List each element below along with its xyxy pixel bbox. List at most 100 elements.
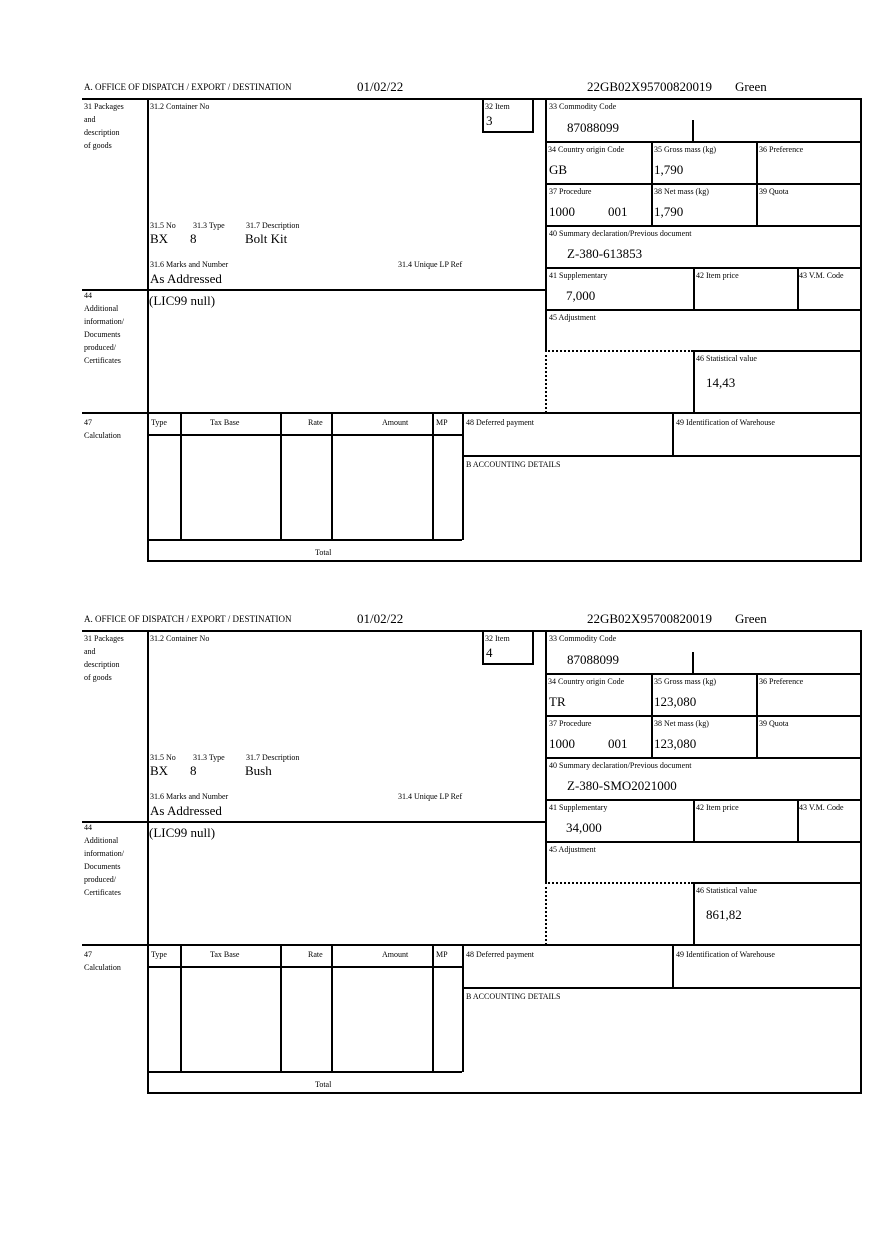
form-rule (545, 715, 862, 717)
form-rule (693, 350, 695, 413)
form-rule (82, 289, 545, 291)
additional-info-label-line: 44 (84, 291, 92, 300)
form-rule (545, 799, 862, 801)
form-rule (545, 757, 862, 759)
no-value: BX (150, 763, 169, 778)
form-rule (756, 673, 758, 757)
form-rule (545, 141, 862, 143)
form-rule (82, 412, 862, 414)
form-rule (147, 560, 862, 562)
form-rule (462, 455, 862, 457)
packages-label-line: and (84, 647, 96, 656)
form-rule (756, 141, 758, 225)
type-value: 8 (190, 763, 197, 778)
form-rule (432, 413, 434, 540)
form-rule (147, 434, 462, 436)
warehouse-label: 49 Identification of Warehouse (676, 950, 775, 959)
form-rule (331, 413, 333, 540)
form-rule (692, 120, 694, 141)
description-value: Bolt Kit (245, 231, 288, 246)
marks-value: As Addressed (150, 803, 222, 818)
calc-col-type: Type (151, 418, 167, 427)
form-rule (482, 663, 534, 665)
form-rule (482, 632, 484, 664)
statistical-value-label: 46 Statistical value (696, 354, 757, 363)
form-rule (797, 799, 799, 841)
description-label: 31.7 Description (246, 753, 300, 762)
description-value: Bush (245, 763, 272, 778)
form-rule (693, 882, 695, 945)
packages-label-line: 31 Packages (84, 634, 124, 643)
item-price-label: 42 Item price (696, 271, 739, 280)
form-rule (82, 944, 862, 946)
route-value: Green (735, 611, 767, 626)
country-origin-value: GB (549, 162, 568, 177)
supplementary-value: 34,000 (566, 820, 602, 835)
unique-lp-label: 31.4 Unique LP Ref (398, 792, 463, 801)
form-rule (82, 98, 862, 100)
form-rule (180, 945, 182, 1072)
form-rule (672, 945, 674, 988)
preference-label: 36 Preference (759, 145, 804, 154)
calc-col-tax-base: Tax Base (210, 418, 240, 427)
vm-code-label: 43 V.M. Code (799, 803, 844, 812)
calc-col-tax-base: Tax Base (210, 950, 240, 959)
form-rule (651, 673, 653, 757)
country-origin-label: 34 Country origin Code (548, 677, 625, 686)
item-price-label: 42 Item price (696, 803, 739, 812)
commodity-code-value: 87088099 (567, 120, 619, 135)
form-rule (545, 630, 547, 882)
procedure-value: 1000 (549, 736, 575, 751)
calculation-label-line: 47 (84, 418, 92, 427)
declaration-form-item-4: A. OFFICE OF DISPATCH / EXPORT / DESTINA… (0, 612, 882, 1112)
additional-info-label-line: Certificates (84, 888, 121, 897)
form-rule (545, 309, 862, 311)
form-rule (147, 630, 149, 1093)
form-rule (482, 100, 484, 132)
dotted-rule (545, 350, 693, 352)
form-rule (331, 945, 333, 1072)
commodity-code-label: 33 Commodity Code (549, 634, 617, 643)
statistical-value-value: 861,82 (706, 907, 742, 922)
calculation-label-line: 47 (84, 950, 92, 959)
form-rule (180, 413, 182, 540)
form-rule (82, 630, 862, 632)
calc-col-type: Type (151, 950, 167, 959)
additional-info-label-line: Additional (84, 304, 119, 313)
procedure-label: 37 Procedure (549, 719, 592, 728)
additional-info-label-line: Certificates (84, 356, 121, 365)
form-rule (860, 98, 862, 561)
form-rule (672, 413, 674, 456)
container-no-label: 31.2 Container No (150, 634, 210, 643)
summary-decl-label: 40 Summary declaration/Previous document (549, 229, 692, 238)
procedure-suffix-value: 001 (608, 736, 628, 751)
accounting-label: B ACCOUNTING DETAILS (466, 460, 561, 469)
reference-value: 22GB02X95700820019 (587, 611, 712, 626)
route-value: Green (735, 79, 767, 94)
type-label: 31.3 Type (193, 753, 225, 762)
form-rule (280, 945, 282, 1072)
gross-mass-value: 1,790 (654, 162, 684, 177)
additional-info-value: (LIC99 null) (149, 825, 216, 840)
additional-info-value: (LIC99 null) (149, 293, 216, 308)
item-value: 4 (486, 645, 493, 660)
calculation-label-line: Calculation (84, 431, 121, 440)
form-rule (692, 652, 694, 673)
form-rule (693, 882, 862, 884)
supplementary-label: 41 Supplementary (549, 803, 608, 812)
form-rule (432, 945, 434, 1072)
office-label: A. OFFICE OF DISPATCH / EXPORT / DESTINA… (84, 614, 292, 624)
form-rule (532, 632, 534, 664)
net-mass-value: 1,790 (654, 204, 684, 219)
item-label: 32 Item (485, 634, 510, 643)
form-rule (545, 98, 547, 350)
procedure-value: 1000 (549, 204, 575, 219)
form-rule (462, 413, 464, 540)
marks-label: 31.6 Marks and Number (150, 260, 229, 269)
commodity-code-value: 87088099 (567, 652, 619, 667)
no-label: 31.5 No (150, 753, 176, 762)
marks-value: As Addressed (150, 271, 222, 286)
item-label: 32 Item (485, 102, 510, 111)
procedure-suffix-value: 001 (608, 204, 628, 219)
form-rule (482, 131, 534, 133)
